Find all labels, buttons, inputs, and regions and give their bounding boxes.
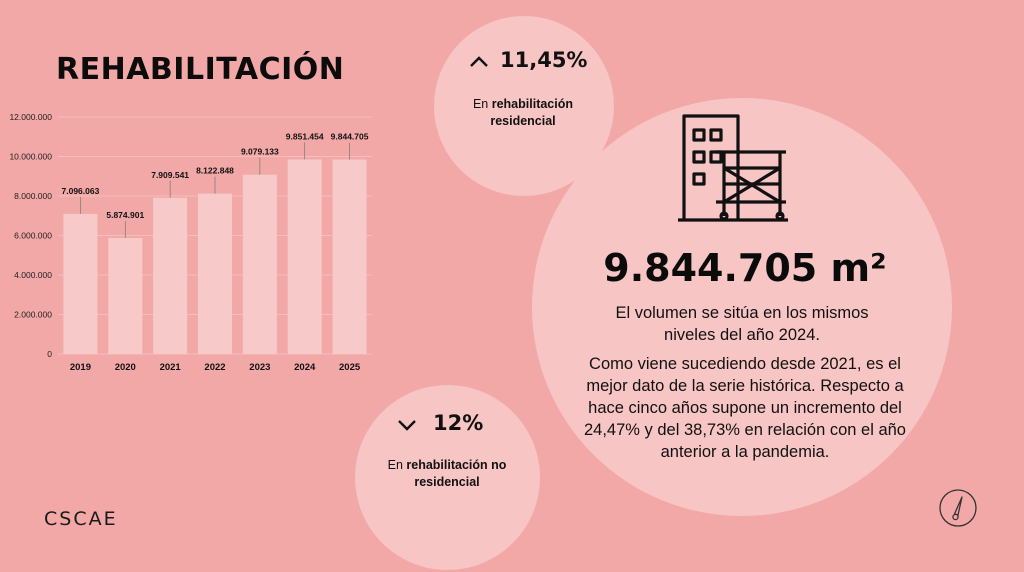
- x-tick-label: 2022: [204, 362, 225, 373]
- y-tick-label: 4.000.000: [14, 270, 52, 280]
- building-scaffold-icon: [676, 112, 792, 224]
- y-tick-label: 10.000.000: [9, 152, 52, 162]
- chevron-up-icon: [468, 54, 490, 68]
- bar: [153, 198, 187, 354]
- y-tick-label: 6.000.000: [14, 231, 52, 241]
- non-residential-caption: En rehabilitación no residencial: [377, 457, 517, 491]
- bar: [288, 159, 322, 354]
- main-paragraph-2: Como viene sucediendo desde 2021, es el …: [580, 353, 910, 463]
- non-residential-change-value: 12%: [433, 411, 483, 435]
- bar-chart: 0 2.000.000 4.000.000 6.000.000 8.000.000 10.…: [0, 100, 400, 390]
- x-tick-label: 2025: [339, 362, 361, 373]
- page-title: REHABILITACIÓN: [56, 52, 344, 87]
- data-label: 7.096.063: [62, 186, 100, 196]
- y-tick-label: 2.000.000: [14, 310, 52, 320]
- compass-icon: [938, 488, 978, 528]
- residential-change-value: 11,45%: [500, 48, 587, 72]
- data-label: 9.844.705: [331, 132, 369, 142]
- bar: [63, 214, 97, 354]
- residential-caption: En rehabilitación residencial: [448, 96, 598, 130]
- bar: [198, 194, 232, 354]
- x-tick-label: 2020: [115, 362, 136, 373]
- x-tick-label: 2019: [70, 362, 91, 373]
- x-tick-label: 2023: [249, 362, 270, 373]
- y-tick-label: 8.000.000: [14, 191, 52, 201]
- bar: [243, 175, 277, 354]
- y-tick-label: 0: [47, 349, 52, 359]
- data-label: 9.079.133: [241, 147, 279, 157]
- bar: [333, 160, 367, 354]
- data-label: 7.909.541: [151, 170, 189, 180]
- data-label: 8.122.848: [196, 166, 234, 176]
- x-tick-label: 2024: [294, 362, 316, 373]
- cscae-logo: CSCAE: [44, 508, 118, 530]
- data-label: 5.874.901: [106, 210, 144, 220]
- chevron-down-icon: [396, 418, 418, 432]
- main-paragraph-1: El volumen se sitúa en los mismos nivele…: [588, 302, 896, 346]
- x-tick-label: 2021: [160, 362, 182, 373]
- y-tick-label: 12.000.000: [9, 112, 52, 122]
- bar: [108, 238, 142, 354]
- data-label: 9.851.454: [286, 131, 324, 141]
- main-metric: 9.844.705 m²: [560, 246, 930, 290]
